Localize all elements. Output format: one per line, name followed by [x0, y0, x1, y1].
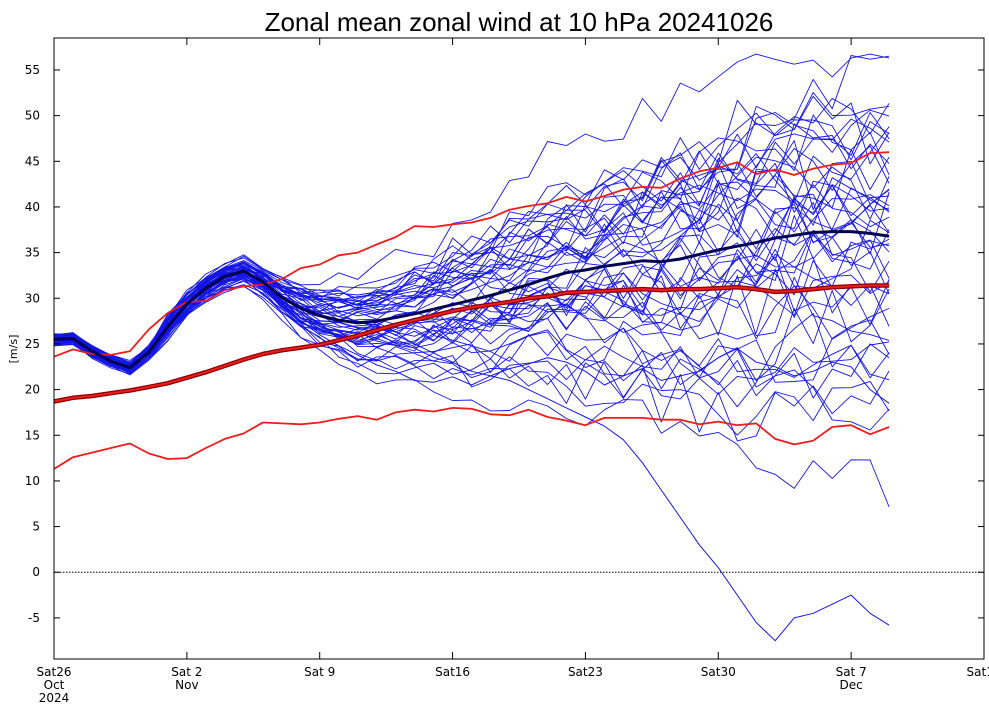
ensemble-member-line: [53, 281, 890, 408]
ensemble-member-line: [53, 149, 890, 365]
y-axis-label: [m/s]: [7, 335, 20, 364]
ensemble-member-line: [53, 278, 890, 436]
y-axis: -5 0 5 10 15 20 25 30 35 40 45 50 55: [25, 63, 984, 625]
x-tick-label: Sat 2: [171, 665, 202, 679]
x-tick-label: Sat14: [967, 665, 989, 679]
x-tick-label: Sat16: [435, 665, 470, 679]
y-tick-label: 20: [25, 383, 40, 397]
y-tick-label: 0: [32, 565, 40, 579]
ensemble-member-line: [53, 92, 890, 363]
x-tick-label: Sat30: [701, 665, 736, 679]
y-tick-label: -5: [28, 611, 40, 625]
climatology-mean-line: [53, 284, 890, 403]
ensemble-member-line: [53, 260, 890, 370]
ensemble-member-line: [53, 169, 890, 364]
climatology-bound-line: [53, 151, 890, 358]
ensemble-member-line: [53, 285, 890, 508]
y-tick-label: 30: [25, 291, 40, 305]
y-tick-label: 10: [25, 474, 40, 488]
x-tick-label: Sat26: [37, 665, 72, 679]
y-tick-label: 55: [25, 63, 40, 77]
x-tick-label: Sat 7: [836, 665, 867, 679]
ensemble-member-line: [53, 270, 890, 642]
y-tick-label: 5: [32, 520, 40, 534]
x-tick-label: Oct: [44, 678, 65, 692]
ensemble-member-line: [53, 271, 890, 383]
y-tick-label: 45: [25, 154, 40, 168]
plot-frame: [53, 37, 985, 660]
y-tick-label: 40: [25, 200, 40, 214]
ensemble-mean-line: [53, 230, 890, 370]
ensemble-member-line: [53, 98, 890, 361]
series-lines: [53, 151, 890, 470]
y-tick-label: 15: [25, 428, 40, 442]
ensemble-member-line: [53, 123, 890, 365]
y-tick-label: 35: [25, 246, 40, 260]
ensemble-member-line: [53, 109, 890, 366]
chart-title: Zonal mean zonal wind at 10 hPa 20241026: [265, 7, 774, 37]
x-tick-label: Sat23: [568, 665, 603, 679]
ensemble-member-line: [53, 286, 890, 404]
x-tick-label: 2024: [39, 691, 70, 705]
ensemble-member-line: [53, 256, 890, 374]
climatology-bound-line: [53, 407, 890, 470]
x-tick-label: Nov: [175, 678, 198, 692]
y-tick-label: 50: [25, 109, 40, 123]
x-tick-label: Sat 9: [304, 665, 335, 679]
x-tick-label: Dec: [840, 678, 863, 692]
y-tick-label: 25: [25, 337, 40, 351]
